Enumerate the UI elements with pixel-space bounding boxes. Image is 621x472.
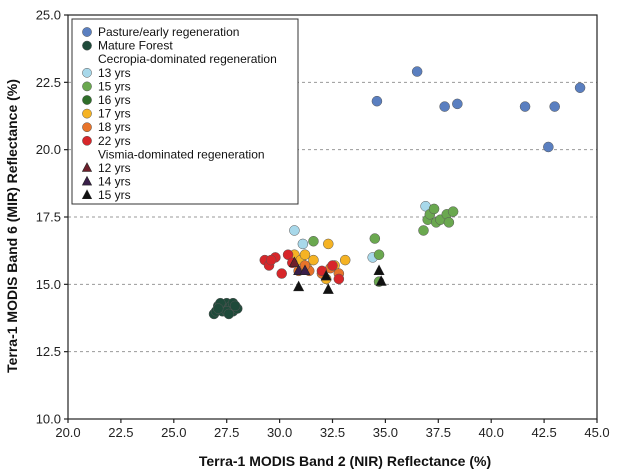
point-13-yrs-circle-0 bbox=[289, 225, 300, 236]
point-17-yrs-circle-6 bbox=[339, 254, 351, 266]
y-tick-label-1: 12.5 bbox=[36, 344, 61, 359]
legend-label-9: 14 yrs bbox=[98, 175, 131, 189]
legend-label-2: 13 yrs bbox=[98, 66, 131, 80]
y-tick-label-6: 25.0 bbox=[36, 8, 61, 23]
x-tick-label-6: 35.0 bbox=[373, 425, 398, 440]
x-tick-label-0: 20.0 bbox=[55, 425, 80, 440]
y-tick-label-5: 22.5 bbox=[36, 75, 61, 90]
point-pasture-early-regeneration-circle-3 bbox=[452, 98, 463, 110]
y-tick-label-0: 10.0 bbox=[36, 412, 61, 427]
point-pasture-early-regeneration-circle-4 bbox=[519, 101, 531, 112]
legend-label-7: 22 yrs bbox=[98, 134, 131, 148]
point-15-yrs-circle-4 bbox=[418, 225, 429, 236]
point-15-yrs-circle-12 bbox=[447, 206, 459, 217]
point-22-yrs-circle-3 bbox=[276, 268, 287, 279]
legend-marker-8 bbox=[81, 162, 93, 172]
point-pasture-early-regeneration-circle-7 bbox=[574, 82, 586, 93]
x-tick-label-5: 32.5 bbox=[320, 425, 345, 440]
point-15-yrs-circle-0 bbox=[308, 235, 319, 247]
x-axis-label: Terra-1 MODIS Band 2 (NIR) Reflectance (… bbox=[199, 453, 491, 469]
legend-label-10: 15 yrs bbox=[98, 188, 131, 202]
point-17-yrs-circle-7 bbox=[299, 249, 311, 260]
x-tick-label-7: 37.5 bbox=[426, 425, 451, 440]
legend-marker-3 bbox=[82, 81, 92, 92]
y-tick-label-4: 20.0 bbox=[36, 142, 61, 157]
point-15-yrs-circle-1 bbox=[369, 233, 381, 244]
x-tick-label-3: 27.5 bbox=[214, 425, 239, 440]
legend-label-3: 15 yrs bbox=[98, 79, 131, 93]
legend-box bbox=[71, 18, 299, 205]
point-pasture-early-regeneration-circle-5 bbox=[549, 101, 560, 112]
x-tick-label-9: 42.5 bbox=[531, 425, 556, 440]
legend-label-1: Mature Forest bbox=[98, 39, 173, 53]
x-tick-labels: 20.0 22.5 25.0 27.5 30.0 32.5 35.0 37.5 40.0 42.5… bbox=[55, 425, 609, 440]
legend-label-0: Pasture/early regeneration bbox=[98, 25, 239, 39]
point-15-yrs-circle-11 bbox=[443, 217, 455, 228]
legend-marker-5 bbox=[82, 108, 92, 119]
point-15-yrs-triangle-4 bbox=[375, 275, 387, 286]
legend-marker-10 bbox=[81, 189, 93, 199]
x-tick-label-10: 45.0 bbox=[584, 425, 609, 440]
y-tick-label-3: 17.5 bbox=[36, 210, 61, 225]
point-15-yrs-triangle-1 bbox=[320, 269, 332, 281]
x-tick-label-2: 25.0 bbox=[161, 425, 186, 440]
data-points bbox=[208, 66, 586, 320]
grid-lines bbox=[68, 81, 597, 353]
x-tick-label-4: 30.0 bbox=[267, 425, 292, 440]
point-12-yrs-triangle-0 bbox=[288, 256, 300, 267]
legend-heading-vismia: Vismia-dominated regeneration bbox=[98, 147, 265, 161]
point-15-yrs-circle-7 bbox=[428, 203, 440, 215]
point-13-yrs-circle-1 bbox=[297, 238, 309, 250]
point-mature-forest-circle-17 bbox=[229, 300, 241, 312]
point-15-yrs-triangle-3 bbox=[373, 264, 385, 275]
legend-marker-0 bbox=[82, 27, 92, 37]
legend-marker-6 bbox=[82, 122, 92, 133]
legend-marker-1 bbox=[82, 40, 92, 51]
point-22-yrs-circle-9 bbox=[333, 273, 345, 285]
point-22-yrs-circle-5 bbox=[265, 254, 277, 266]
point-22-yrs-circle-8 bbox=[327, 260, 338, 271]
legend-label-4: 16 yrs bbox=[98, 93, 131, 107]
legend-label-5: 17 yrs bbox=[98, 107, 131, 121]
point-pasture-early-regeneration-circle-6 bbox=[543, 141, 554, 153]
legend-label-6: 18 yrs bbox=[98, 120, 131, 134]
axes bbox=[64, 14, 598, 423]
point-pasture-early-regeneration-circle-0 bbox=[371, 95, 383, 107]
legend-label-8: 12 yrs bbox=[98, 161, 131, 175]
point-mature-forest-circle-15 bbox=[212, 303, 224, 314]
legend-marker-2 bbox=[82, 67, 92, 78]
point-pasture-early-regeneration-circle-1 bbox=[411, 66, 423, 77]
point-15-yrs-circle-2 bbox=[373, 249, 385, 260]
point-17-yrs-circle-3 bbox=[308, 254, 319, 266]
x-tick-label-8: 40.0 bbox=[479, 425, 504, 440]
y-axis-label: Terra-1 MODIS Band 6 (MIR) Reflectance (… bbox=[4, 79, 20, 373]
point-14-yrs-triangle-1 bbox=[299, 264, 311, 275]
legend-heading-cecropia: Cecropia-dominated regeneration bbox=[98, 52, 277, 66]
legend-marker-4 bbox=[82, 95, 92, 105]
y-tick-labels: 10.0 12.5 15.0 17.5 20.0 22.5 25.0 bbox=[36, 8, 61, 427]
y-tick-label-2: 15.0 bbox=[36, 277, 61, 292]
point-15-yrs-triangle-2 bbox=[322, 283, 334, 294]
point-17-yrs-circle-4 bbox=[323, 238, 334, 250]
x-tick-label-1: 22.5 bbox=[108, 425, 133, 440]
legend-marker-9 bbox=[81, 175, 93, 186]
point-mature-forest-circle-16 bbox=[223, 308, 235, 320]
legend-marker-7 bbox=[82, 135, 92, 146]
point-15-yrs-triangle-0 bbox=[293, 280, 305, 292]
point-pasture-early-regeneration-circle-2 bbox=[439, 101, 450, 112]
